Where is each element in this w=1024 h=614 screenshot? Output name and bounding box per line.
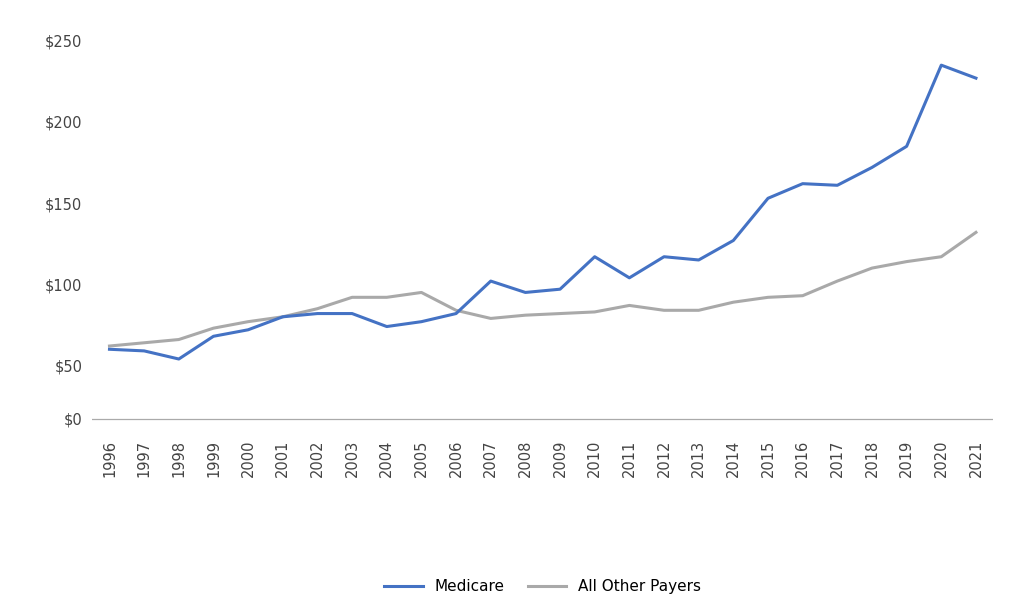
All Other Payers [103, 343, 116, 350]
Medicare [346, 310, 358, 317]
All Other Payers [173, 336, 185, 343]
Medicare [727, 237, 739, 244]
Line: Medicare: Medicare [110, 65, 976, 359]
Medicare [866, 164, 879, 171]
Medicare [519, 289, 531, 296]
Medicare [484, 278, 497, 285]
All Other Payers [797, 292, 809, 300]
Medicare [207, 333, 219, 340]
All Other Payers [624, 301, 636, 309]
All Other Payers [519, 311, 531, 319]
All Other Payers [554, 310, 566, 317]
All Other Payers [831, 278, 844, 285]
Medicare [242, 326, 254, 333]
All Other Payers [207, 324, 219, 332]
Medicare [657, 253, 670, 260]
All Other Payers [311, 305, 324, 313]
All Other Payers [276, 313, 289, 321]
All Other Payers [450, 306, 462, 314]
Medicare [970, 74, 982, 82]
Medicare [311, 310, 324, 317]
Medicare [692, 256, 705, 263]
Medicare [416, 318, 428, 325]
Medicare [173, 356, 185, 363]
All Other Payers [866, 265, 879, 272]
All Other Payers [727, 298, 739, 306]
Medicare [797, 180, 809, 187]
All Other Payers [381, 293, 393, 301]
Medicare [381, 323, 393, 330]
Legend: Medicare, All Other Payers: Medicare, All Other Payers [378, 573, 708, 600]
All Other Payers [900, 258, 912, 265]
All Other Payers [935, 253, 947, 260]
All Other Payers [416, 289, 428, 296]
All Other Payers [484, 315, 497, 322]
Medicare [450, 310, 462, 317]
Medicare [831, 182, 844, 189]
Medicare [554, 286, 566, 293]
Line: All Other Payers: All Other Payers [110, 232, 976, 346]
All Other Payers [970, 228, 982, 236]
All Other Payers [589, 308, 601, 316]
All Other Payers [346, 293, 358, 301]
Medicare [138, 347, 151, 354]
All Other Payers [692, 306, 705, 314]
Medicare [276, 313, 289, 321]
Medicare [103, 346, 116, 353]
Medicare [762, 195, 774, 202]
Medicare [900, 142, 912, 150]
All Other Payers [242, 318, 254, 325]
All Other Payers [762, 293, 774, 301]
All Other Payers [657, 306, 670, 314]
All Other Payers [138, 339, 151, 346]
Medicare [624, 274, 636, 281]
Medicare [589, 253, 601, 260]
Medicare [935, 61, 947, 69]
